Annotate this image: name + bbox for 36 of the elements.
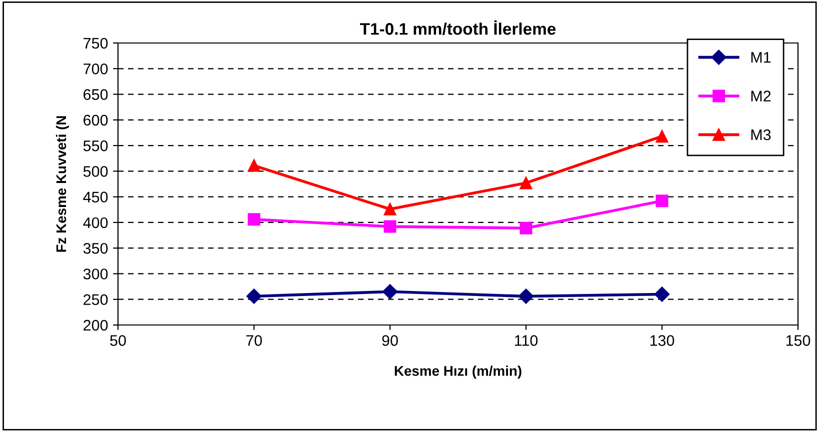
- x-tick-label: 130: [650, 335, 674, 346]
- y-tick-label: 300: [83, 268, 108, 280]
- y-tick-label: 200: [84, 320, 108, 331]
- chart-title: T1-0.1 mm/tooth İlerleme: [360, 20, 556, 35]
- point: [248, 213, 260, 226]
- point: [384, 220, 396, 233]
- legend-label: M2: [751, 90, 771, 102]
- point: [382, 284, 398, 300]
- y-tick-label: 550: [83, 140, 108, 152]
- y-tick-label: 350: [83, 242, 108, 254]
- y-tick-label: 650: [84, 89, 108, 100]
- legend-label: M1: [751, 52, 771, 63]
- point: [248, 159, 260, 172]
- point: [654, 286, 670, 302]
- x-tick-label: 110: [514, 335, 538, 346]
- point: [518, 288, 534, 304]
- legend-label: M3: [751, 129, 771, 140]
- y-tick-label: 700: [84, 64, 108, 74]
- y-tick-label: 250: [84, 294, 108, 306]
- y-tick-label: 750: [84, 38, 108, 49]
- point: [656, 194, 668, 208]
- x-tick-label: 70: [246, 335, 262, 346]
- y-tick-label: 400: [83, 217, 108, 228]
- point: [246, 288, 262, 304]
- point: [656, 130, 668, 143]
- x-tick-label: 50: [110, 335, 126, 346]
- point: [520, 222, 532, 234]
- x-axis-title: Kesme Hızı (m/min): [394, 366, 522, 379]
- x-tick-label: 90: [382, 335, 398, 346]
- point: [520, 176, 532, 190]
- x-tick-label: 150: [786, 335, 810, 346]
- point: [384, 202, 396, 216]
- y-tick-label: 500: [83, 166, 108, 177]
- y-tick-label: 600: [84, 114, 108, 126]
- y-axis-title: Fz Kesme Kuvveti (N: [56, 116, 69, 252]
- y-tick-label: 450: [83, 192, 108, 203]
